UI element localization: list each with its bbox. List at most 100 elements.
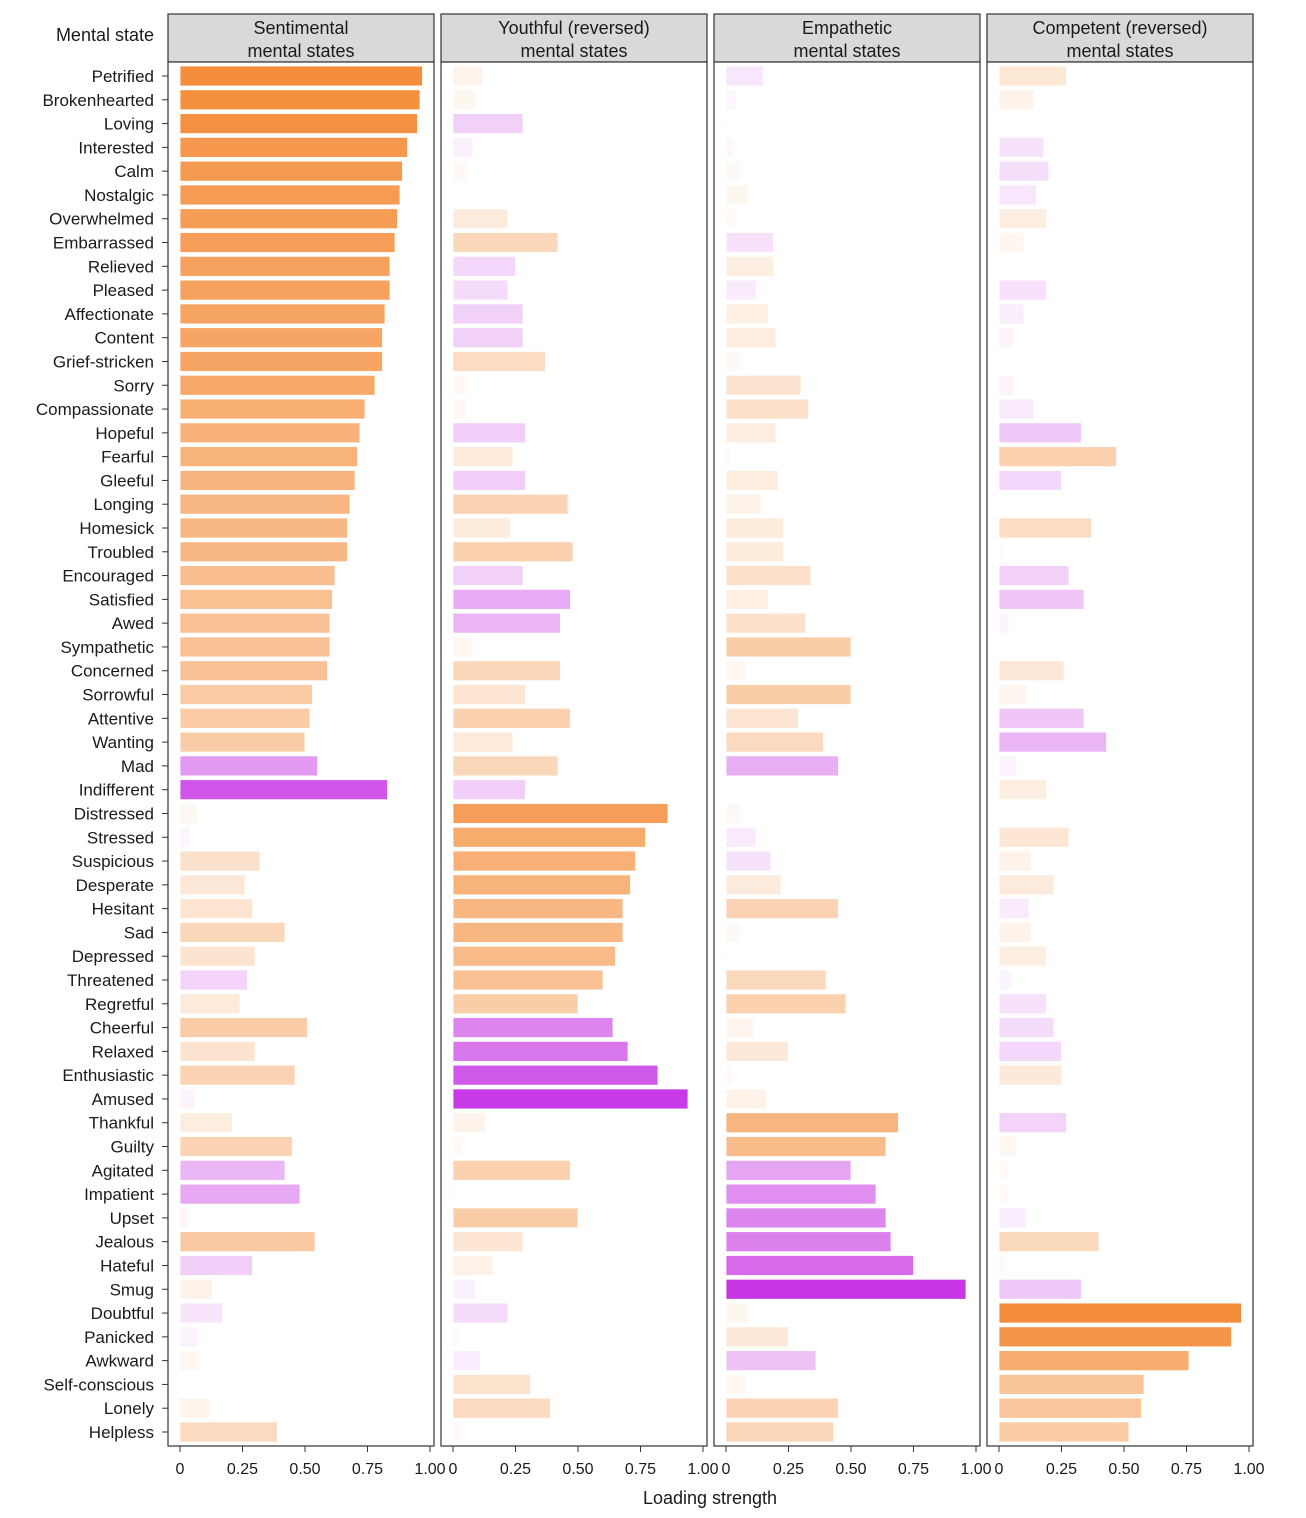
bar [179, 898, 253, 920]
y-tick-label: Desperate [76, 876, 154, 895]
bar [998, 993, 1047, 1015]
bar [998, 303, 1025, 325]
bar [179, 1397, 211, 1419]
bar [998, 1350, 1190, 1372]
y-tick-label: Homesick [79, 519, 154, 538]
bar [998, 65, 1067, 87]
y-tick-label: Sympathetic [60, 638, 154, 657]
bar [998, 850, 1032, 872]
y-tick-label: Calm [114, 162, 154, 181]
y-tick-label: Sad [124, 923, 154, 942]
bar [998, 1278, 1082, 1300]
y-tick-label: Pleased [93, 281, 154, 300]
bar [998, 1183, 1010, 1205]
y-axis-header: Mental state [56, 25, 154, 45]
bar [452, 422, 526, 444]
bar [725, 1207, 887, 1229]
bar [452, 136, 474, 158]
bar [725, 826, 757, 848]
y-tick-label: Smug [110, 1280, 154, 1299]
bar [452, 232, 559, 253]
x-tick-label: 1.00 [1233, 1461, 1264, 1478]
bar [725, 684, 852, 705]
bar [998, 136, 1045, 158]
x-tick-label: 0.75 [625, 1461, 656, 1478]
bar [452, 1159, 571, 1181]
y-tick-label: Sorrowful [82, 686, 154, 705]
bar [998, 874, 1055, 896]
bar [452, 517, 511, 539]
y-tick-label: Overwhelmed [49, 210, 154, 229]
bar [725, 470, 779, 491]
bar [725, 1112, 899, 1134]
facet-panel: Youthful (reversed) mental states 0 0.25 0.5… [440, 13, 719, 1478]
y-tick-label: Fearful [101, 448, 154, 467]
bar [725, 89, 737, 111]
bar [998, 755, 1017, 777]
bar [179, 470, 356, 491]
x-tick-label: 0 [176, 1461, 185, 1478]
bar [998, 803, 1002, 824]
bar [452, 1278, 476, 1300]
bar [179, 1302, 223, 1324]
bar [179, 208, 398, 230]
bar [998, 422, 1082, 444]
bar [179, 1231, 316, 1253]
bar [452, 874, 631, 896]
bar [725, 565, 812, 586]
bar [452, 1374, 531, 1395]
bar [452, 922, 624, 943]
facet-panel: Empathetic mental states 0 0.25 0.50 0.75 1.00 [713, 13, 992, 1478]
bar [452, 945, 616, 967]
bar [998, 1064, 1062, 1086]
y-tick-label: Grief-stricken [53, 352, 154, 371]
bar [452, 684, 526, 705]
bar [725, 898, 839, 920]
bar [452, 1017, 614, 1038]
bar [179, 184, 401, 206]
y-tick-label: Hateful [100, 1256, 154, 1275]
bar [998, 1326, 1232, 1348]
bar [998, 731, 1107, 753]
bar [452, 208, 509, 230]
bar [452, 779, 526, 801]
y-tick-label: Impatient [84, 1185, 154, 1204]
bar [179, 1278, 213, 1300]
y-tick-label: Self-conscious [43, 1375, 154, 1394]
bar [998, 1088, 1002, 1110]
bar [998, 612, 1010, 634]
bar [725, 803, 742, 824]
bar [998, 470, 1062, 491]
bar [452, 707, 571, 729]
bar [452, 1183, 456, 1205]
facet-panel: Competent (reversed) mental states 0 0.25 0.… [986, 13, 1265, 1478]
bar [725, 993, 847, 1015]
bar [179, 1136, 293, 1157]
y-tick-label: Troubled [88, 543, 154, 562]
bar [725, 493, 762, 515]
bar [725, 945, 729, 967]
bar [998, 160, 1050, 182]
bar [452, 351, 546, 372]
bar [179, 850, 261, 872]
facet-header [440, 13, 708, 63]
bar [179, 588, 333, 610]
bar [725, 588, 769, 610]
x-tick-label: 0.50 [835, 1461, 866, 1478]
bar [998, 779, 1047, 801]
bar [452, 1397, 551, 1419]
x-tick-label: 0.75 [1171, 1461, 1202, 1478]
bar [452, 803, 669, 824]
bar [725, 1421, 834, 1443]
bar [452, 612, 561, 634]
y-tick-label: Interested [78, 138, 154, 157]
bar [998, 398, 1035, 420]
bar [452, 374, 469, 396]
bar [998, 374, 1015, 396]
bar [452, 541, 574, 563]
bar [998, 922, 1032, 943]
bar [998, 517, 1092, 539]
bar [725, 374, 802, 396]
bar [179, 374, 376, 396]
bar [725, 541, 784, 563]
